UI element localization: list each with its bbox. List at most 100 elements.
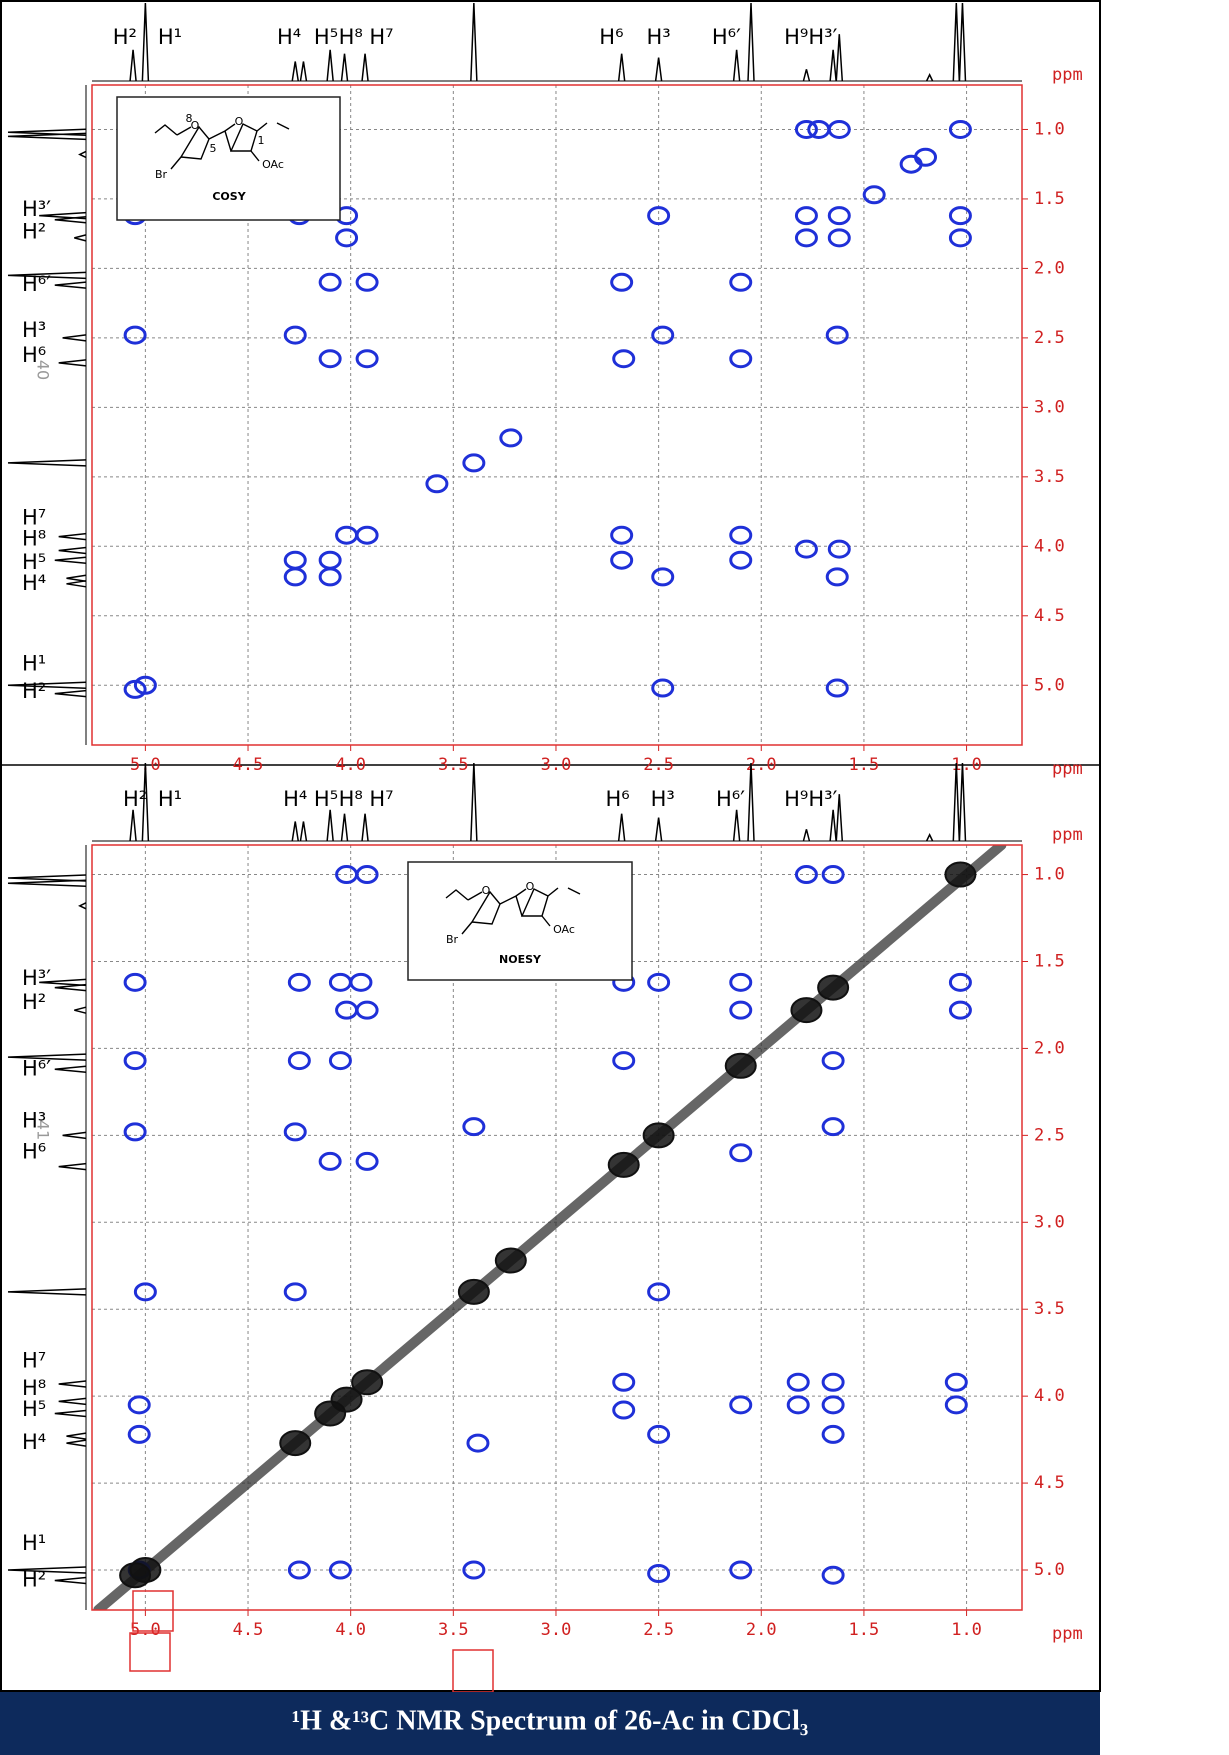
x-tick-label: 4.0 — [335, 755, 366, 775]
peak-label: H¹ — [22, 1531, 46, 1555]
plot-frame — [91, 84, 1023, 746]
cross-peak — [825, 678, 849, 698]
cross-peak — [642, 1122, 675, 1149]
cross-peak — [283, 1122, 307, 1142]
projection-peak — [326, 809, 334, 842]
y-tick-label: 2.5 — [1034, 1125, 1065, 1145]
cross-peak — [318, 349, 342, 369]
y-tick-label: 1.0 — [1034, 119, 1065, 139]
cross-peak — [729, 1395, 753, 1415]
cross-peak — [123, 1051, 147, 1071]
y-tick-label: 4.5 — [1034, 1473, 1065, 1493]
x-tick-label: 1.0 — [951, 1620, 982, 1640]
projection-peak — [829, 809, 837, 842]
projection-peak — [7, 271, 87, 280]
plot-area — [93, 845, 1007, 1610]
projection-peak — [802, 69, 811, 82]
cross-peak — [651, 325, 675, 345]
cross-peak — [729, 272, 753, 292]
projection-peak — [326, 49, 334, 82]
x-tick-label: 3.5 — [438, 755, 469, 775]
projection-peak — [732, 49, 741, 82]
cross-peak — [786, 1395, 810, 1415]
cross-peak — [457, 1278, 490, 1305]
atom-label: Br — [155, 168, 168, 181]
cross-peak — [355, 1151, 379, 1171]
projection-peak — [54, 1409, 87, 1418]
projection-peak — [74, 1006, 87, 1014]
peak-label: H¹ — [22, 651, 46, 675]
projection-peak — [58, 546, 87, 555]
y-tick-label: 2.0 — [1034, 1038, 1065, 1058]
projection-peak — [66, 574, 87, 583]
peak-label: H⁶′ — [716, 787, 745, 811]
cross-peak — [318, 1151, 342, 1171]
cross-peak — [821, 1565, 845, 1585]
atom-label: O — [526, 880, 535, 893]
x-tick-label: 3.0 — [541, 755, 572, 775]
peak-label: H² — [22, 679, 46, 703]
peak-label: H⁶ — [22, 1140, 46, 1164]
cross-peak — [794, 119, 818, 139]
y-tick-label: 3.5 — [1034, 467, 1065, 487]
diagonal — [93, 845, 1007, 1610]
projection-peak — [7, 459, 87, 467]
plot-frame — [91, 844, 1023, 1611]
projection-peak — [141, 2, 150, 82]
projection-peak — [361, 53, 369, 82]
peak-label: H⁴ — [277, 25, 301, 49]
y-tick-label: 1.5 — [1034, 189, 1065, 209]
y-tick-label: 1.0 — [1034, 865, 1065, 885]
projection-peak — [470, 2, 478, 82]
cross-peak — [948, 1000, 972, 1020]
cross-peak — [612, 1372, 636, 1392]
cross-peak — [794, 228, 818, 248]
cross-peak — [647, 206, 671, 226]
x-tick-label: 2.0 — [746, 755, 777, 775]
peak-label: H³′ — [22, 197, 51, 221]
peak-label: H⁴ — [22, 1430, 46, 1454]
projection-peak — [291, 821, 299, 842]
atom-label: O — [191, 119, 200, 132]
cross-peak — [948, 206, 972, 226]
x-tick-label: 2.0 — [746, 1620, 777, 1640]
atom-label: OAc — [262, 158, 284, 171]
cross-peak — [318, 272, 342, 292]
x-axis-unit: ppm — [1052, 1624, 1083, 1644]
peak-label: H³ — [22, 318, 46, 342]
cross-peak — [335, 525, 359, 545]
peak-label: H⁶ — [22, 343, 46, 367]
peak-label: H⁸ — [339, 25, 363, 49]
projection-peak — [340, 53, 349, 82]
cross-peak — [466, 1433, 490, 1453]
projection-peak — [958, 762, 967, 842]
cross-peak — [335, 1000, 359, 1020]
cross-peak — [129, 1557, 162, 1584]
projection-peak — [58, 1397, 87, 1406]
peak-label: H³ — [22, 1108, 46, 1132]
cross-peak — [328, 1051, 352, 1071]
atom-number: 1 — [258, 134, 265, 147]
cross-peak — [462, 1117, 486, 1137]
projection-peak — [54, 556, 87, 564]
projection-peak — [66, 580, 87, 588]
y-tick-label: 4.0 — [1034, 536, 1065, 556]
cross-peak — [821, 1051, 845, 1071]
cross-peak — [790, 997, 823, 1024]
peak-label: H⁷ — [369, 25, 393, 49]
cross-peak — [729, 972, 753, 992]
peak-label: H³′ — [22, 966, 51, 990]
cross-peak — [821, 1117, 845, 1137]
cross-peak — [827, 206, 851, 226]
atom-number: 5 — [210, 142, 217, 155]
cross-peak — [610, 525, 634, 545]
y-tick-label: 2.5 — [1034, 328, 1065, 348]
figure-border — [0, 0, 1101, 1692]
peak-label: H⁷ — [22, 506, 46, 530]
cross-peak — [328, 1560, 352, 1580]
cross-peak — [821, 1395, 845, 1415]
cross-peak — [355, 349, 379, 369]
peak-label: H³′ — [808, 25, 837, 49]
projection-peak — [299, 61, 308, 82]
